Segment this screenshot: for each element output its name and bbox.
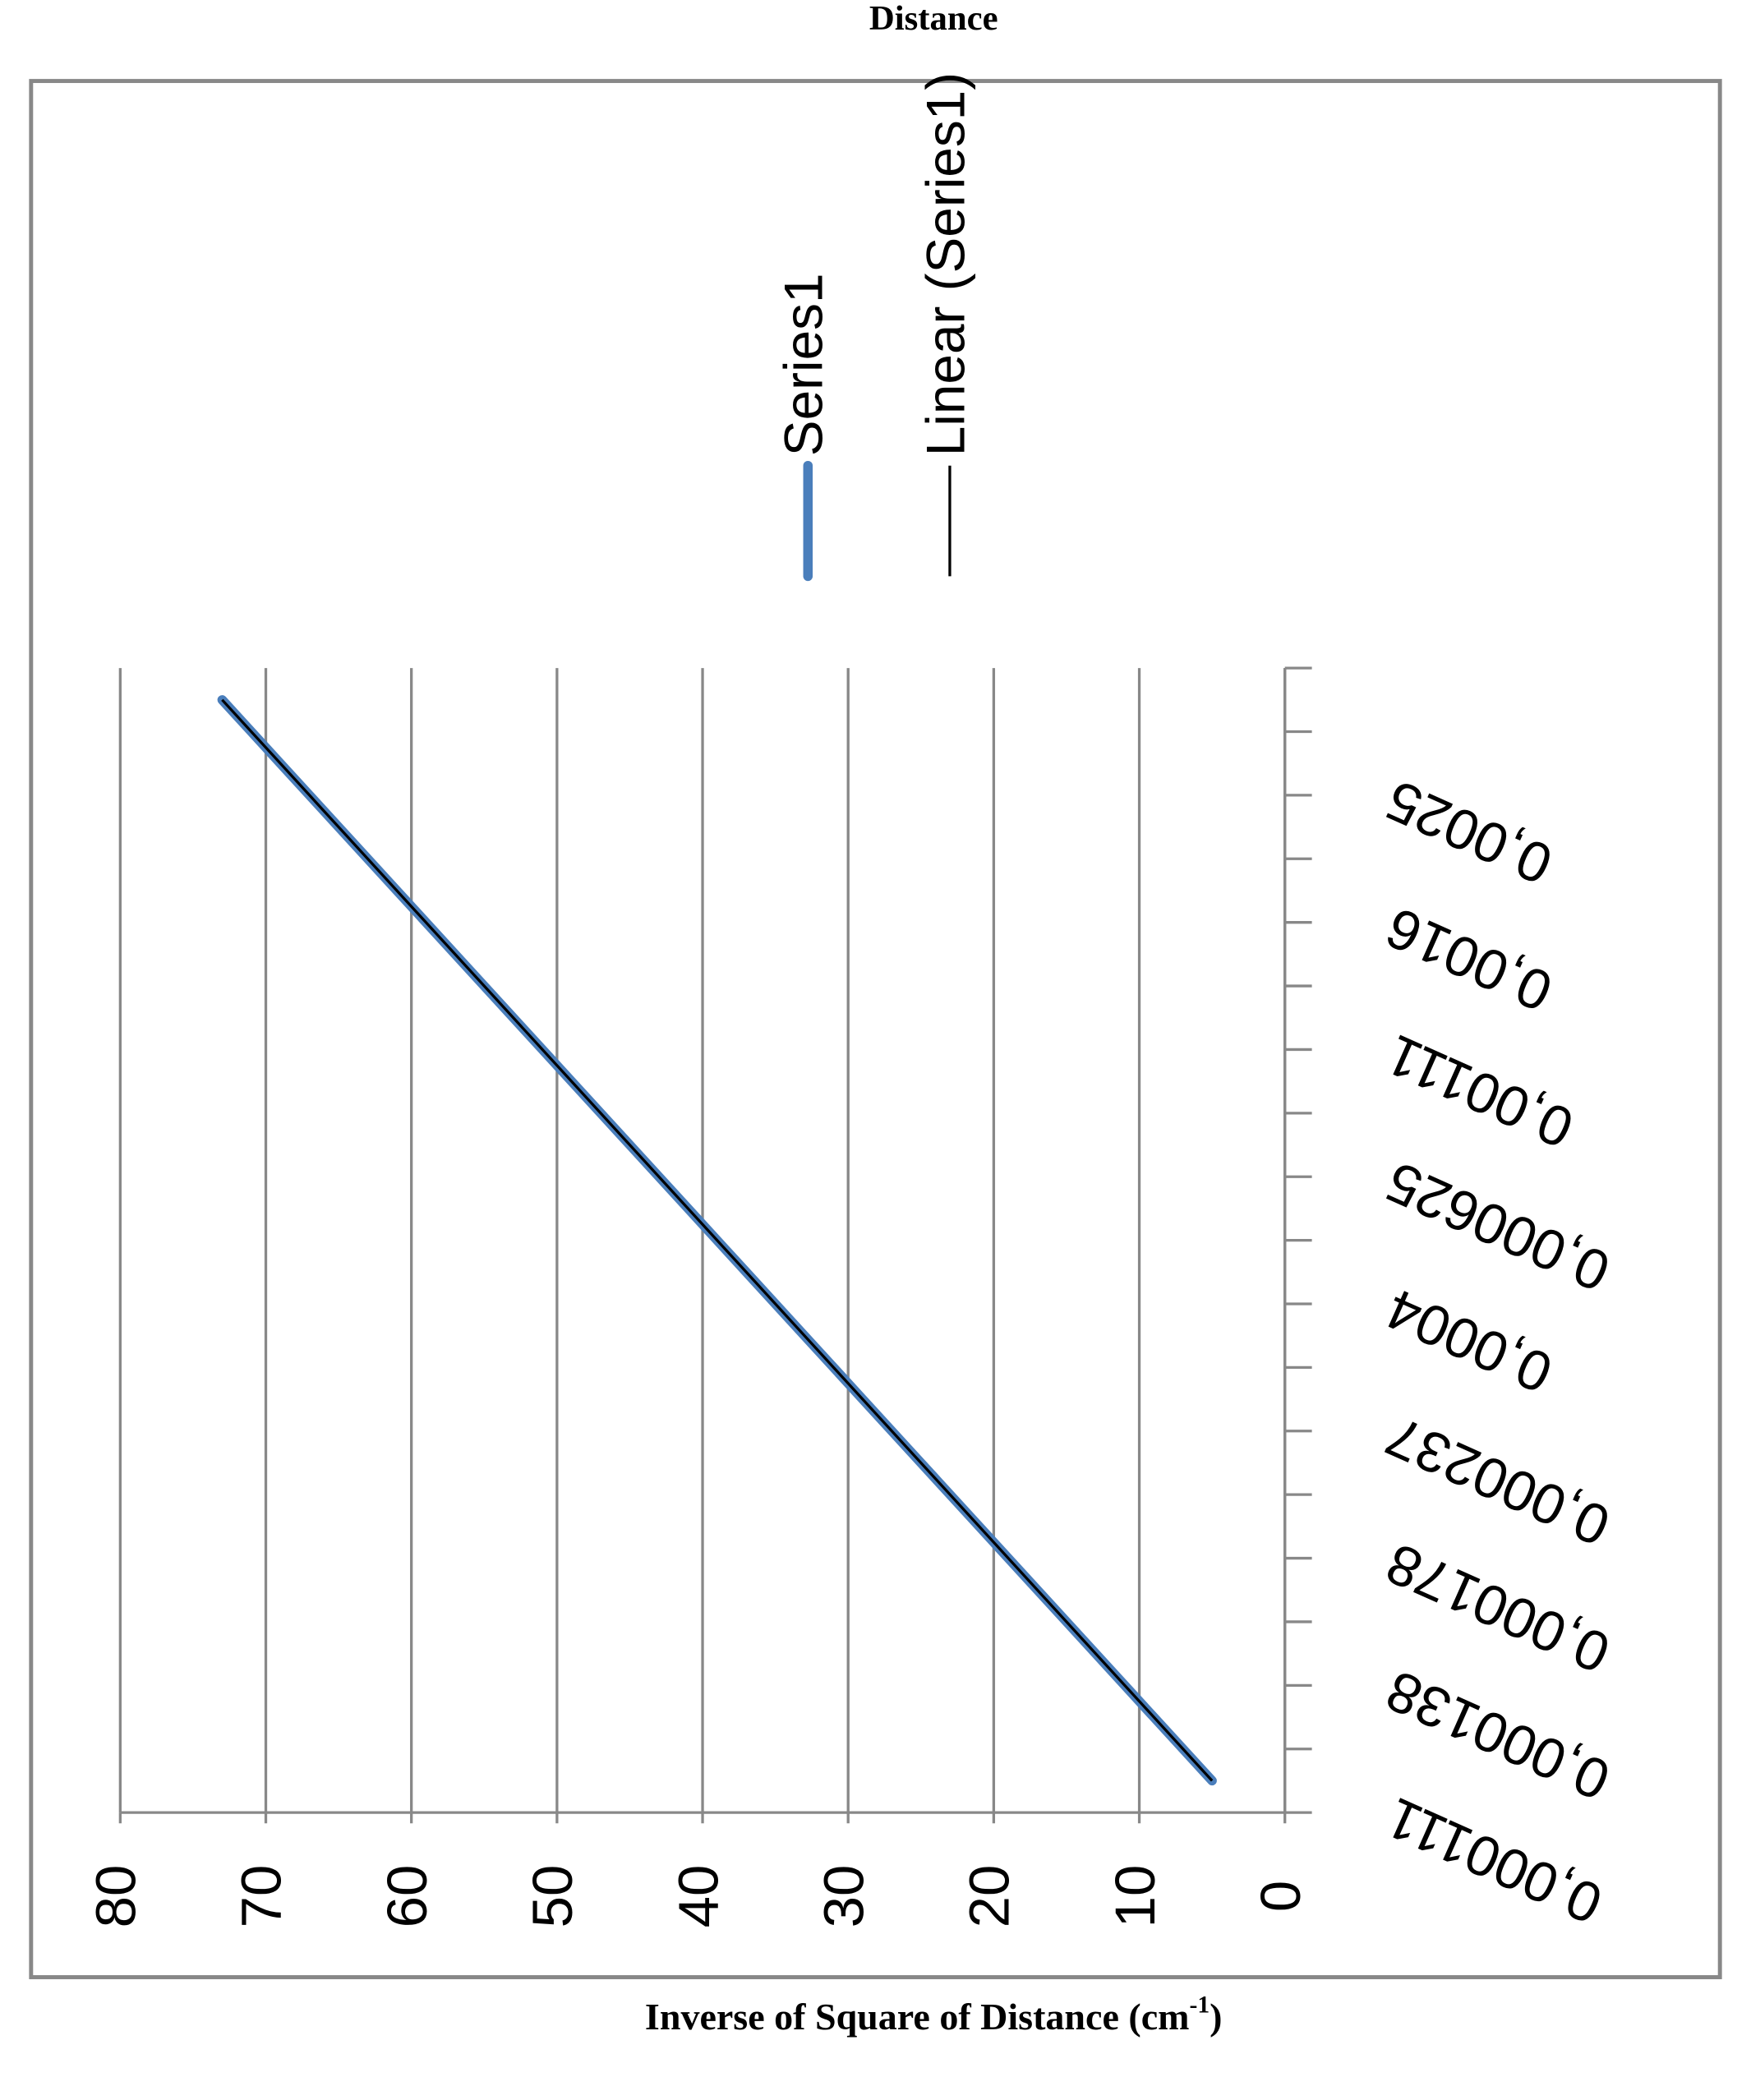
y-tick-label: 10	[1104, 1865, 1167, 1928]
y-tick-label: 20	[958, 1865, 1021, 1928]
legend-label: Series1	[773, 274, 834, 457]
axis-label-main: Inverse of Square of Distance (cm	[645, 1996, 1190, 2038]
y-tick-label: 50	[521, 1865, 584, 1928]
chart-title: Distance	[869, 0, 998, 38]
axis-label-sup: -1	[1189, 1992, 1210, 2018]
y-tick-label: 60	[376, 1865, 439, 1928]
y-tick-label: 80	[85, 1865, 148, 1928]
axis-label: Inverse of Square of Distance (cm-1)	[645, 1992, 1223, 2037]
chart-frame	[29, 79, 1722, 1979]
y-tick-label: 0	[1249, 1881, 1312, 1912]
legend-label: Linear (Series1)	[915, 72, 975, 456]
axis-label-end: )	[1210, 1996, 1222, 2038]
trendline	[221, 698, 1214, 1782]
y-tick-label: 40	[666, 1865, 730, 1928]
y-tick-label: 30	[812, 1865, 875, 1928]
y-tick-label: 70	[230, 1865, 293, 1928]
